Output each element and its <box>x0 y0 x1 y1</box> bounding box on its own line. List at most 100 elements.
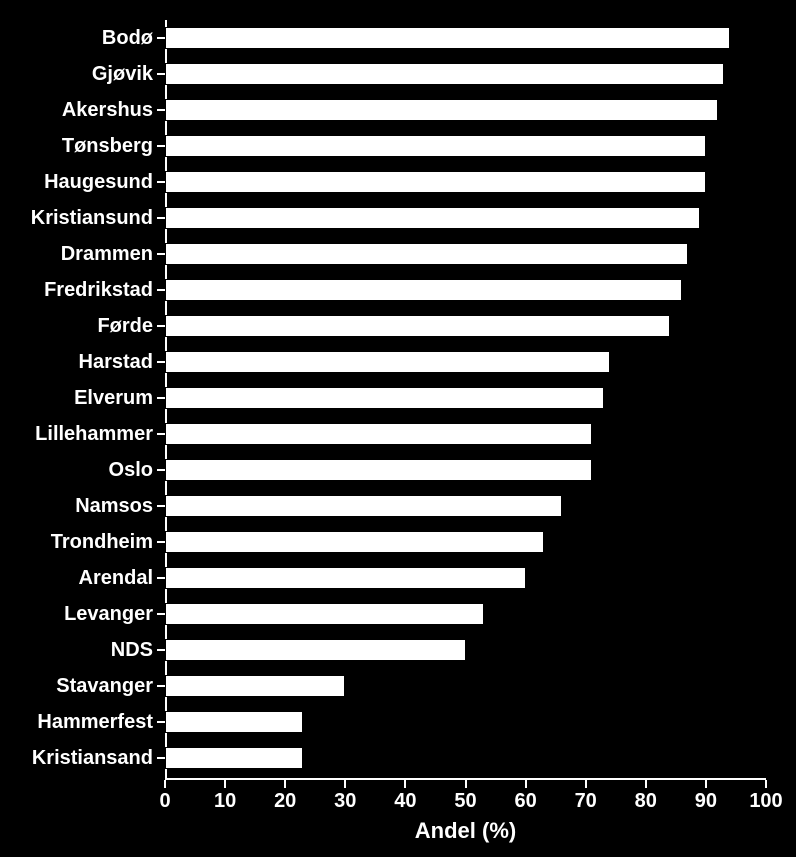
plot-area: BodøGjøvikAkershusTønsbergHaugesundKrist… <box>165 20 766 780</box>
y-tick <box>157 433 165 435</box>
bar <box>165 567 526 589</box>
x-tick-label: 90 <box>695 790 717 813</box>
bar <box>165 243 688 265</box>
x-tick-label: 40 <box>394 790 416 813</box>
y-tick <box>157 37 165 39</box>
bar <box>165 387 604 409</box>
bar <box>165 315 670 337</box>
y-tick <box>157 397 165 399</box>
y-tick <box>157 361 165 363</box>
bar-row: Kristiansund <box>165 200 766 236</box>
x-tick <box>765 780 767 788</box>
y-category-label: Kristiansund <box>31 200 165 236</box>
y-tick <box>157 685 165 687</box>
x-tick <box>284 780 286 788</box>
bar-row: Trondheim <box>165 524 766 560</box>
bar <box>165 171 706 193</box>
y-category-label: Haugesund <box>44 164 165 200</box>
y-tick <box>157 325 165 327</box>
bar <box>165 63 724 85</box>
x-tick <box>404 780 406 788</box>
y-category-label: Elverum <box>74 380 165 416</box>
bar-row: Harstad <box>165 344 766 380</box>
y-tick <box>157 217 165 219</box>
y-tick <box>157 649 165 651</box>
bar <box>165 675 345 697</box>
bar <box>165 459 592 481</box>
y-category-label: Namsos <box>75 488 165 524</box>
x-tick <box>164 780 166 788</box>
y-tick <box>157 73 165 75</box>
chart-container: BodøGjøvikAkershusTønsbergHaugesundKrist… <box>0 0 796 857</box>
x-tick-label: 30 <box>334 790 356 813</box>
bar-row: Fredrikstad <box>165 272 766 308</box>
bar-row: Arendal <box>165 560 766 596</box>
x-tick <box>585 780 587 788</box>
y-category-label: Tønsberg <box>62 128 165 164</box>
bar-row: Gjøvik <box>165 56 766 92</box>
x-tick <box>525 780 527 788</box>
y-category-label: Hammerfest <box>37 704 165 740</box>
y-tick <box>157 289 165 291</box>
y-category-label: Kristiansand <box>32 740 165 776</box>
y-tick <box>157 721 165 723</box>
y-tick <box>157 469 165 471</box>
y-category-label: Gjøvik <box>92 56 165 92</box>
x-tick <box>645 780 647 788</box>
bar <box>165 639 466 661</box>
x-tick-label: 0 <box>159 790 170 813</box>
x-tick <box>224 780 226 788</box>
x-tick <box>705 780 707 788</box>
bar-row: Kristiansand <box>165 740 766 776</box>
bar-row: Stavanger <box>165 668 766 704</box>
bar-row: Akershus <box>165 92 766 128</box>
bar-row: NDS <box>165 632 766 668</box>
bar-row: Haugesund <box>165 164 766 200</box>
y-category-label: Førde <box>97 308 165 344</box>
bar <box>165 351 610 373</box>
x-tick-label: 70 <box>575 790 597 813</box>
bar-row: Lillehammer <box>165 416 766 452</box>
bar-row: Førde <box>165 308 766 344</box>
y-category-label: Arendal <box>79 560 165 596</box>
x-axis-title: Andel (%) <box>165 818 766 844</box>
bar-row: Bodø <box>165 20 766 56</box>
bar-row: Elverum <box>165 380 766 416</box>
x-tick-label: 20 <box>274 790 296 813</box>
y-tick <box>157 109 165 111</box>
y-tick <box>157 757 165 759</box>
y-tick <box>157 505 165 507</box>
bars-layer: BodøGjøvikAkershusTønsbergHaugesundKrist… <box>165 20 766 780</box>
y-category-label: Lillehammer <box>35 416 165 452</box>
x-tick <box>465 780 467 788</box>
bar-row: Drammen <box>165 236 766 272</box>
y-category-label: Levanger <box>64 596 165 632</box>
x-tick-label: 50 <box>454 790 476 813</box>
y-category-label: Trondheim <box>51 524 165 560</box>
y-category-label: Fredrikstad <box>44 272 165 308</box>
y-tick <box>157 577 165 579</box>
bar-row: Oslo <box>165 452 766 488</box>
x-tick-label: 80 <box>635 790 657 813</box>
bar <box>165 27 730 49</box>
bar <box>165 711 303 733</box>
bar <box>165 603 484 625</box>
y-category-label: Drammen <box>61 236 165 272</box>
bar <box>165 531 544 553</box>
bar <box>165 747 303 769</box>
bar-row: Levanger <box>165 596 766 632</box>
y-tick <box>157 181 165 183</box>
y-category-label: Harstad <box>79 344 165 380</box>
bar <box>165 423 592 445</box>
bar-row: Hammerfest <box>165 704 766 740</box>
x-tick-label: 60 <box>514 790 536 813</box>
x-tick-label: 10 <box>214 790 236 813</box>
bar <box>165 207 700 229</box>
y-tick <box>157 613 165 615</box>
y-tick <box>157 541 165 543</box>
y-category-label: Akershus <box>62 92 165 128</box>
x-tick-label: 100 <box>749 790 782 813</box>
x-tick <box>344 780 346 788</box>
y-category-label: Stavanger <box>56 668 165 704</box>
bar-row: Tønsberg <box>165 128 766 164</box>
